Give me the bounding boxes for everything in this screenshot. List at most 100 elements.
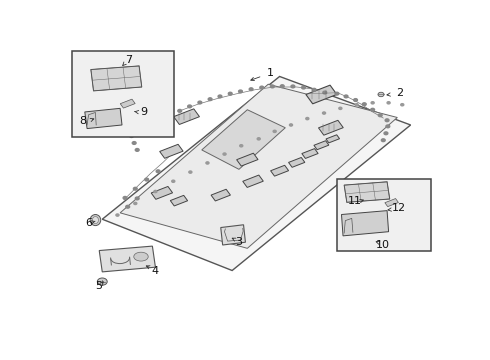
Polygon shape — [306, 85, 337, 104]
Polygon shape — [120, 84, 397, 248]
Polygon shape — [202, 110, 285, 169]
Circle shape — [132, 109, 136, 112]
Circle shape — [116, 214, 119, 216]
Circle shape — [339, 107, 342, 109]
Text: 1: 1 — [267, 68, 273, 78]
Circle shape — [208, 98, 212, 100]
Circle shape — [387, 102, 390, 104]
Circle shape — [355, 104, 358, 106]
Polygon shape — [102, 76, 411, 270]
Circle shape — [323, 91, 327, 94]
Polygon shape — [91, 66, 142, 91]
Polygon shape — [151, 186, 172, 199]
Polygon shape — [243, 175, 263, 188]
Circle shape — [384, 132, 388, 135]
Text: 12: 12 — [392, 203, 406, 213]
Circle shape — [218, 95, 222, 98]
Circle shape — [378, 114, 382, 117]
Text: 4: 4 — [152, 266, 159, 276]
Circle shape — [240, 145, 243, 147]
Circle shape — [198, 101, 202, 104]
Polygon shape — [171, 195, 188, 206]
Text: 9: 9 — [141, 107, 147, 117]
Circle shape — [135, 149, 139, 151]
Circle shape — [249, 88, 253, 91]
Polygon shape — [173, 109, 199, 125]
Ellipse shape — [134, 252, 148, 261]
Circle shape — [123, 197, 127, 199]
Circle shape — [385, 119, 389, 122]
Polygon shape — [289, 157, 305, 167]
Circle shape — [135, 197, 139, 200]
Polygon shape — [211, 189, 230, 201]
Ellipse shape — [90, 215, 101, 226]
Polygon shape — [318, 120, 343, 135]
Circle shape — [381, 139, 385, 141]
Circle shape — [127, 121, 131, 123]
Circle shape — [344, 95, 348, 98]
Circle shape — [291, 85, 295, 88]
Circle shape — [239, 90, 243, 93]
Circle shape — [273, 130, 276, 132]
Polygon shape — [99, 246, 155, 272]
Text: 6: 6 — [85, 218, 92, 228]
Text: 11: 11 — [347, 196, 362, 206]
Circle shape — [178, 109, 182, 112]
Circle shape — [322, 112, 325, 114]
Bar — [72, 51, 174, 137]
Polygon shape — [314, 141, 329, 150]
Polygon shape — [302, 149, 318, 158]
Circle shape — [129, 135, 133, 138]
Circle shape — [126, 205, 129, 208]
Polygon shape — [237, 153, 258, 166]
Polygon shape — [160, 144, 183, 158]
Polygon shape — [120, 99, 135, 108]
Text: 2: 2 — [396, 87, 404, 98]
Circle shape — [189, 171, 192, 173]
Circle shape — [270, 85, 274, 88]
Circle shape — [363, 103, 366, 105]
Circle shape — [306, 117, 309, 120]
Text: 10: 10 — [376, 240, 390, 250]
Circle shape — [128, 128, 131, 131]
Circle shape — [290, 124, 293, 126]
Circle shape — [228, 92, 232, 95]
Circle shape — [98, 278, 107, 285]
Circle shape — [223, 153, 226, 155]
Circle shape — [386, 125, 390, 128]
Text: 8: 8 — [80, 116, 87, 126]
Circle shape — [312, 89, 316, 91]
Circle shape — [154, 190, 157, 193]
Circle shape — [378, 92, 384, 97]
Circle shape — [132, 141, 136, 144]
Circle shape — [260, 86, 264, 89]
Bar — [337, 179, 431, 251]
Polygon shape — [270, 165, 289, 176]
Circle shape — [401, 104, 404, 106]
Circle shape — [335, 92, 339, 95]
Circle shape — [145, 178, 148, 181]
Circle shape — [128, 114, 132, 117]
Ellipse shape — [93, 217, 98, 224]
Polygon shape — [385, 199, 398, 207]
Circle shape — [354, 99, 358, 102]
Circle shape — [302, 86, 305, 89]
Polygon shape — [344, 182, 390, 202]
Circle shape — [371, 108, 374, 111]
Text: 3: 3 — [236, 237, 243, 247]
Polygon shape — [85, 108, 122, 129]
Circle shape — [172, 180, 175, 183]
Polygon shape — [326, 135, 340, 143]
Circle shape — [188, 105, 192, 108]
Text: 5: 5 — [95, 281, 102, 291]
Circle shape — [133, 187, 137, 190]
Polygon shape — [342, 211, 389, 236]
Circle shape — [156, 170, 160, 173]
Circle shape — [206, 162, 209, 164]
Circle shape — [257, 138, 260, 140]
Circle shape — [280, 85, 284, 87]
Circle shape — [371, 102, 374, 104]
Polygon shape — [220, 225, 245, 245]
Circle shape — [134, 202, 137, 204]
Text: 7: 7 — [125, 55, 132, 66]
